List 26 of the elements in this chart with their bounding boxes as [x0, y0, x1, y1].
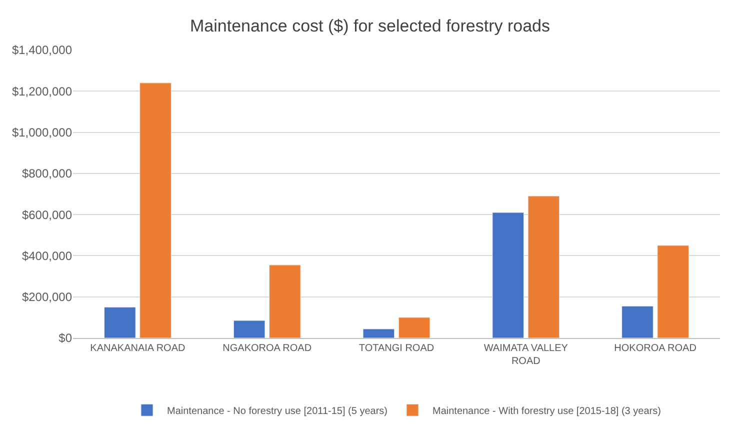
y-tick-label: $800,000 [22, 166, 72, 181]
bar [233, 320, 266, 338]
bar [492, 212, 524, 338]
y-tick-label: $1,400,000 [12, 43, 72, 58]
x-tick-label: HOKOROA ROAD [614, 343, 696, 354]
x-tick-label: TOTANGI ROAD [358, 343, 434, 354]
x-tick-label: NGAKOROA ROAD [222, 343, 312, 354]
y-tick-label: $1,000,000 [12, 125, 72, 140]
bar [268, 264, 301, 338]
y-tick-label: $0 [58, 331, 72, 346]
bar [140, 82, 172, 338]
y-tick-label: $400,000 [22, 248, 72, 263]
chart-title: Maintenance cost ($) for selected forestry roads [190, 16, 550, 36]
y-tick-label: $200,000 [22, 290, 72, 304]
bar [362, 328, 395, 338]
bar [657, 245, 689, 338]
y-tick-label: $1,200,000 [12, 84, 72, 98]
bar [104, 306, 136, 338]
bar [622, 306, 654, 338]
x-tick-label: KANAKANAIA ROAD [90, 343, 186, 354]
x-tick-label: WAIMATA VALLEY ROAD [484, 343, 568, 367]
legend-label: Maintenance - No forestry use [2011-15] (5 years) [167, 406, 388, 417]
legend-label: Maintenance - With forestry use [2015-18] (3 years) [432, 406, 661, 417]
bar [528, 196, 560, 338]
bar [398, 317, 430, 338]
y-tick-label: $600,000 [22, 208, 72, 222]
